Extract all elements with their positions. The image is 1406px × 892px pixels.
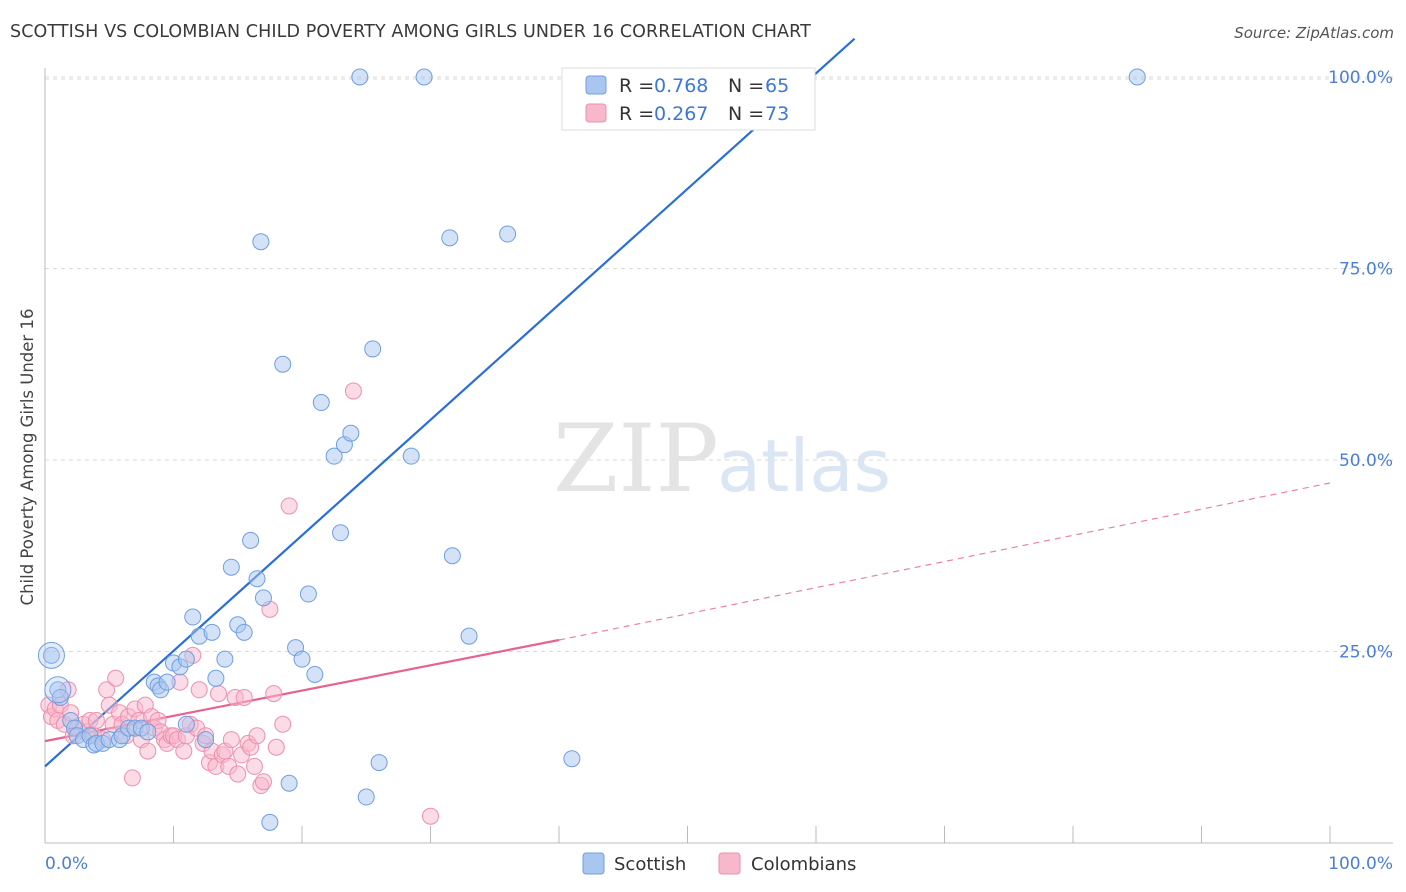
scottish-point-39 — [261, 813, 279, 831]
colombian-point-19 — [107, 669, 125, 687]
regression-lines — [44, 37, 1331, 768]
scottish-point-41 — [280, 774, 298, 792]
watermark-zip: ZIP — [553, 405, 719, 514]
colombian-point-72 — [422, 807, 439, 825]
colombian-point-65 — [254, 773, 272, 791]
colombian-point-14 — [87, 711, 105, 729]
scottish-point-47 — [325, 447, 343, 465]
legend-n-value-colombian: 73 — [765, 103, 789, 125]
scottish-point-34 — [235, 623, 253, 641]
bottom-legend-label-scottish: Scottish — [614, 854, 686, 875]
scottish-point-48 — [332, 524, 350, 542]
scottish-point-17 — [139, 723, 157, 741]
scottish-point-31 — [216, 650, 234, 668]
colombian-point-29 — [139, 742, 157, 760]
x-tick-label-max: 100.0% — [1328, 854, 1393, 874]
scottish-point-35 — [242, 531, 260, 549]
scottish-point-40 — [274, 355, 292, 373]
grid-lines — [45, 76, 1393, 652]
scottish-point-28 — [197, 731, 215, 749]
scottish-point-46 — [312, 394, 330, 412]
scottish-point-30 — [207, 669, 225, 687]
bottom-legend-label-colombian: Colombians — [751, 854, 856, 875]
colombian-point-55 — [222, 731, 240, 749]
colombian-point-63 — [248, 727, 266, 745]
scottish-point-64 — [1128, 68, 1146, 86]
legend-r-value-colombian: 0.267 — [654, 103, 708, 125]
bottom-legend-swatch-colombian — [718, 852, 741, 875]
scottish-point-43 — [293, 650, 311, 668]
scottish-point-61 — [415, 68, 433, 86]
source-credit: Source: ZipAtlas.com — [1234, 24, 1394, 42]
y-tick-labels: 25.0% 50.0% 75.0% 100.0% — [1328, 68, 1393, 663]
scottish-point-44 — [299, 585, 317, 603]
scottish-point-21 — [158, 673, 176, 691]
scottish-point-52 — [364, 340, 382, 358]
legend-n-value-scottish: 65 — [765, 75, 789, 97]
scottish-large-point-1 — [44, 676, 72, 704]
scottish-points — [37, 68, 1146, 831]
scottish-point-57 — [460, 627, 478, 645]
colombian-point-51 — [209, 685, 227, 703]
colombian-point-70 — [280, 497, 298, 515]
x-tick-labels: 0.0% 100.0% — [45, 854, 1393, 874]
legend-n-label-scottish: N = — [728, 75, 764, 97]
legend-n-label-colombian: N = — [728, 103, 764, 125]
y-axis-label: Child Poverty Among Girls Under 16 — [18, 309, 37, 606]
colombian-point-67 — [265, 685, 283, 703]
scottish-point-45 — [306, 665, 324, 683]
scottish-point-51 — [357, 788, 375, 806]
scottish-point-29 — [203, 623, 221, 641]
scottish-point-37 — [252, 233, 270, 251]
scottish-point-36 — [248, 570, 266, 588]
y-tick-label-25: 25.0% — [1339, 643, 1393, 663]
scottish-large-point-0 — [37, 641, 65, 669]
colombian-point-45 — [190, 681, 208, 699]
regression-line-scottish — [44, 37, 856, 768]
legend-r-value-scottish: 0.768 — [654, 75, 708, 97]
colombian-point-59 — [235, 688, 253, 706]
scottish-point-60 — [351, 68, 369, 86]
y-tick-label-100: 100.0% — [1328, 68, 1393, 88]
colombian-point-71 — [344, 382, 362, 400]
scottish-point-32 — [222, 558, 240, 576]
watermark-atlas: atlas — [717, 424, 891, 508]
scottish-point-56 — [443, 547, 461, 565]
colombian-point-40 — [175, 742, 193, 760]
scottish-point-0 — [42, 646, 60, 664]
colombian-point-69 — [274, 715, 292, 733]
correlation-legend: R = 0.768 N = 65 R = 0.267 N = 73 — [561, 67, 816, 131]
legend-r-label-colombian: R = — [619, 103, 654, 125]
chart-title: SCOTTISH VS COLOMBIAN CHILD POVERTY AMON… — [10, 22, 811, 42]
legend-r-label-scottish: R = — [619, 75, 654, 97]
scottish-point-24 — [177, 650, 195, 668]
scottish-point-25 — [177, 715, 195, 733]
y-tick-label-75: 75.0% — [1339, 260, 1393, 280]
scottish-point-26 — [184, 608, 202, 626]
y-tick-label-50: 50.0% — [1339, 451, 1393, 471]
legend-swatch-colombian — [585, 103, 607, 123]
scottish-point-58 — [499, 225, 517, 243]
legend-swatch-scottish — [585, 75, 607, 95]
bottom-legend-swatch-scottish — [582, 852, 605, 875]
series-legend: Scottish Colombians — [582, 852, 856, 875]
scottish-point-59 — [563, 750, 581, 768]
colombian-point-57 — [229, 765, 247, 783]
colombian-point-62 — [245, 757, 263, 775]
scottish-point-53 — [370, 754, 388, 772]
x-tick-label-min: 0.0% — [45, 854, 88, 874]
scottish-point-50 — [342, 424, 360, 442]
watermark: ZIP atlas — [553, 405, 891, 514]
colombian-point-24 — [123, 769, 141, 787]
x-ticks — [173, 826, 1331, 843]
scottish-point-55 — [441, 229, 459, 247]
scottish-point-54 — [402, 447, 420, 465]
colombian-point-68 — [267, 738, 285, 756]
scottish-point-38 — [254, 589, 272, 607]
